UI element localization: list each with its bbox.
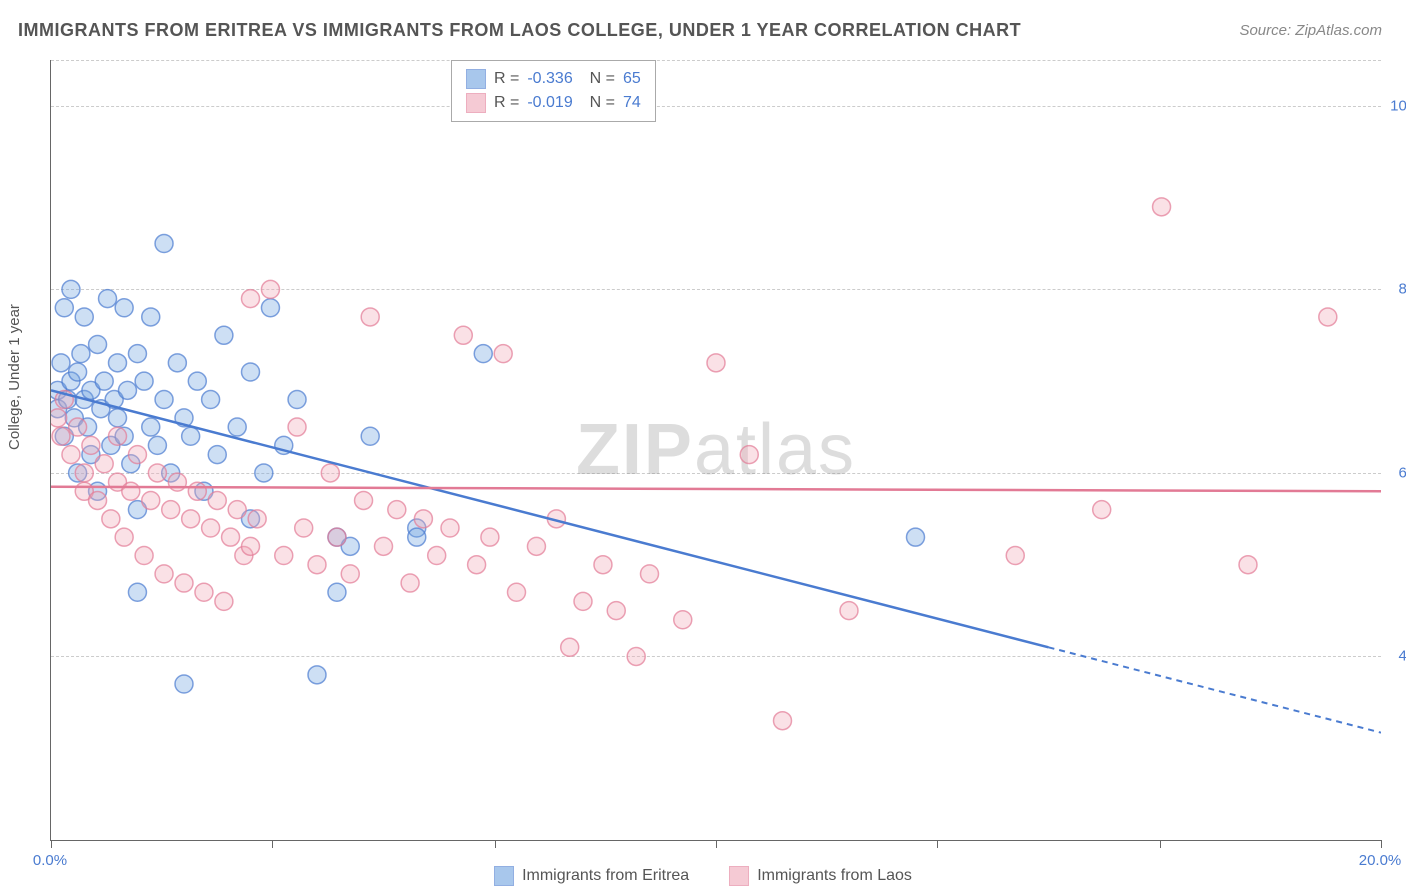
swatch-laos	[466, 93, 486, 113]
legend-swatch-eritrea	[494, 866, 514, 886]
plot-area: R = -0.336 N = 65 R = -0.019 N = 74 ZIPa…	[50, 60, 1381, 841]
trendlines-svg	[51, 60, 1381, 840]
chart-container: IMMIGRANTS FROM ERITREA VS IMMIGRANTS FR…	[0, 0, 1406, 892]
x-max-label: 20.0%	[1359, 852, 1402, 869]
legend-label-laos: Immigrants from Laos	[757, 867, 912, 885]
source-attribution: Source: ZipAtlas.com	[1239, 22, 1382, 39]
stats-row-eritrea: R = -0.336 N = 65	[466, 67, 641, 91]
n-value-eritrea: 65	[623, 67, 641, 91]
r-value-eritrea: -0.336	[527, 67, 572, 91]
y-axis-label: College, Under 1 year	[6, 304, 23, 450]
n-value-laos: 74	[623, 91, 641, 115]
legend-label-eritrea: Immigrants from Eritrea	[522, 867, 689, 885]
series-legend: Immigrants from Eritrea Immigrants from …	[0, 866, 1406, 886]
chart-title: IMMIGRANTS FROM ERITREA VS IMMIGRANTS FR…	[18, 20, 1021, 41]
legend-item-laos: Immigrants from Laos	[729, 866, 912, 886]
legend-swatch-laos	[729, 866, 749, 886]
legend-item-eritrea: Immigrants from Eritrea	[494, 866, 689, 886]
swatch-eritrea	[466, 69, 486, 89]
stats-legend: R = -0.336 N = 65 R = -0.019 N = 74	[451, 60, 656, 122]
r-value-laos: -0.019	[527, 91, 572, 115]
stats-row-laos: R = -0.019 N = 74	[466, 91, 641, 115]
x-min-label: 0.0%	[33, 852, 67, 869]
